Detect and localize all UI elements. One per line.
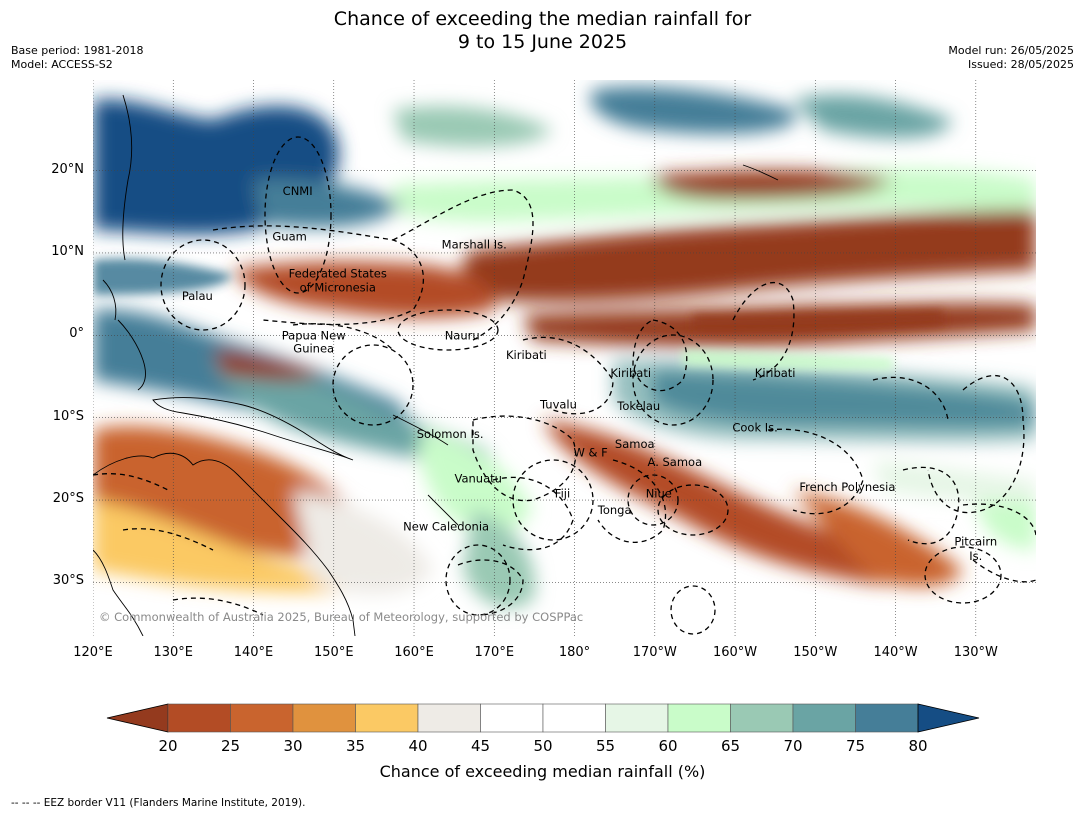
colorbar-tick-label: 45 (470, 737, 491, 755)
region-label: Cook Is. (732, 421, 777, 435)
longitude-tick-label: 120°E (73, 645, 113, 660)
longitude-tick-label: 150°E (314, 645, 354, 660)
base-period-text: Base period: 1981-2018 (11, 44, 144, 57)
copyright-text: © Commonwealth of Australia 2025, Bureau… (99, 610, 583, 624)
colorbar-swatch (355, 703, 419, 733)
longitude-tick-label: 180° (558, 645, 591, 660)
latitude-tick-label: 20°S (52, 491, 84, 507)
region-label: W & F (573, 445, 607, 459)
longitude-tick-label: 140°W (873, 645, 918, 660)
colorbar-tick-label: 25 (220, 737, 241, 755)
region-label: Fiji (555, 486, 570, 500)
colorbar-swatch (230, 703, 294, 733)
region-label: Papua New (282, 328, 346, 342)
colorbar-swatch (667, 703, 731, 733)
region-label: of Micronesia (300, 281, 376, 295)
region-label: CNMI (283, 184, 313, 198)
colorbar-swatch (542, 703, 606, 733)
graticule (93, 80, 1036, 636)
latitude-tick-label: 20°N (51, 161, 84, 177)
region-label: Kiribati (506, 348, 547, 362)
eez-borders (93, 136, 1036, 635)
region-label: Guam (272, 230, 306, 244)
longitude-tick-label: 130°E (153, 645, 194, 660)
model-text: Model: ACCESS-S2 (11, 58, 113, 71)
colorbar-tick-label: 35 (345, 737, 366, 755)
meta-right: Model run: 26/05/2025 Issued: 28/05/2025 (948, 44, 1074, 72)
region-label: Kiribati (755, 366, 796, 380)
colorbar-tick-label: 55 (595, 737, 616, 755)
colorbar-swatch (417, 703, 481, 733)
model-run-text: Model run: 26/05/2025 (948, 44, 1074, 57)
region-label: Tonga (597, 503, 632, 517)
latitude-tick-label: 0° (69, 326, 84, 342)
latitude-tick-label: 10°S (52, 408, 84, 424)
colorbar-swatch (480, 703, 544, 733)
region-label: Marshall Is. (442, 238, 507, 252)
meta-left: Base period: 1981-2018 Model: ACCESS-S2 (11, 44, 143, 72)
eez-footnote: -- -- -- EEZ border V11 (Flanders Marine… (11, 797, 306, 809)
colorbar-swatch (730, 703, 794, 733)
colorbar-tick-label: 70 (783, 737, 803, 755)
region-label: Tuvalu (539, 398, 577, 412)
colorbar-tick-label: 65 (720, 737, 741, 755)
region-label: Tokelau (616, 399, 660, 413)
longitude-tick-label: 150°W (793, 645, 838, 660)
colorbar-tick-label: 50 (533, 737, 553, 755)
region-label: A. Samoa (648, 455, 703, 469)
colorbar-swatch (792, 703, 856, 733)
title-line-2: 9 to 15 June 2025 (457, 31, 628, 53)
region-label: Vanuatu (454, 472, 501, 486)
region-label: Palau (182, 289, 213, 303)
longitude-tick-label: 160°E (394, 645, 434, 660)
coastlines (93, 94, 779, 636)
region-label: Solomon Is. (417, 427, 484, 441)
colorbar-tick-label: 75 (845, 737, 866, 755)
region-label: Kiribati (610, 366, 651, 380)
colorbar-over-triangle (917, 703, 980, 733)
colorbar-tick-label: 60 (658, 737, 678, 755)
issued-text: Issued: 28/05/2025 (967, 58, 1074, 71)
title-line-1: Chance of exceeding the median rainfall … (333, 8, 752, 30)
region-label: French Polynesia (799, 480, 895, 494)
colorbar-under-triangle (106, 703, 169, 733)
colorbar-tick-label: 40 (408, 737, 428, 755)
chart-title: Chance of exceeding the median rainfall … (0, 8, 1085, 54)
colorbar-swatch (167, 703, 231, 733)
latitude-tick-label: 10°N (51, 243, 84, 259)
colorbar (106, 703, 980, 733)
region-label: Samoa (615, 437, 655, 451)
longitude-tick-label: 130°W (953, 645, 998, 660)
latitude-tick-label: 30°S (52, 573, 84, 589)
region-label: Pitcairn (954, 534, 997, 548)
colorbar-tick-label: 30 (283, 737, 303, 755)
region-label: New Caledonia (403, 519, 489, 533)
colorbar-tick-label: 80 (908, 737, 928, 755)
region-label: Nauru (445, 328, 480, 342)
colorbar-swatch (605, 703, 669, 733)
longitude-tick-label: 160°W (712, 645, 758, 660)
colorbar-swatch (292, 703, 356, 733)
colorbar-label: Chance of exceeding median rainfall (%) (379, 762, 706, 781)
colorbar-tick-label: 20 (158, 737, 178, 755)
region-label: Guinea (293, 342, 334, 356)
longitude-tick-label: 170°E (474, 645, 515, 660)
colorbar-swatch (855, 703, 919, 733)
region-label: Federated States (289, 267, 387, 281)
region-label: Niue (646, 486, 672, 500)
longitude-tick-label: 140°E (233, 645, 274, 660)
region-label: Is. (969, 549, 982, 563)
longitude-tick-label: 170°W (632, 645, 677, 660)
